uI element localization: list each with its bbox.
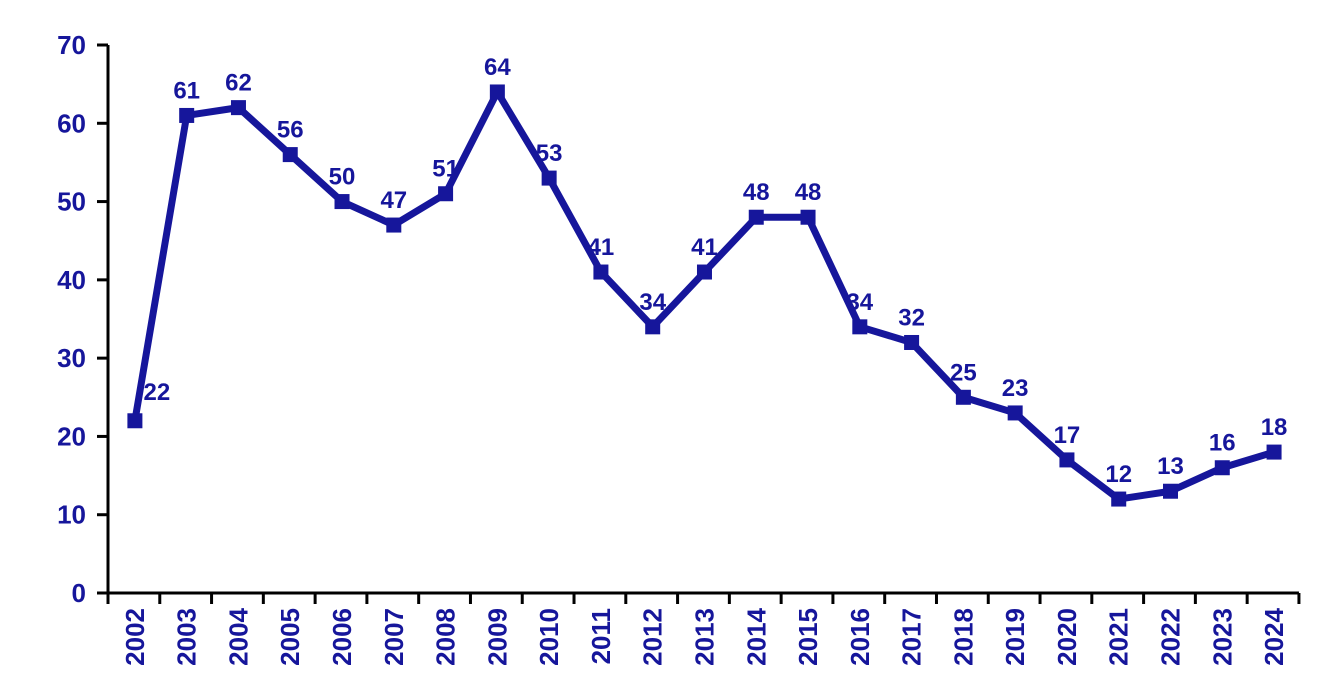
y-tick-label: 30 — [57, 343, 86, 373]
data-label-2021: 12 — [1105, 461, 1132, 488]
y-tick-label: 0 — [72, 578, 86, 608]
data-point-2016 — [852, 319, 868, 335]
data-label-2022: 13 — [1157, 453, 1184, 480]
data-point-2015 — [800, 209, 816, 225]
y-tick-label: 20 — [57, 421, 86, 451]
x-tick-label: 2007 — [379, 608, 409, 666]
y-tick-label: 40 — [57, 265, 86, 295]
x-tick-label: 2022 — [1156, 608, 1186, 666]
data-label-2015: 48 — [795, 179, 822, 206]
x-tick-label: 2016 — [845, 608, 875, 666]
data-label-2003: 61 — [173, 77, 200, 104]
data-label-2016: 34 — [846, 289, 873, 316]
data-label-2002: 22 — [144, 379, 171, 406]
x-tick-label: 2015 — [793, 608, 823, 666]
x-tick-label: 2023 — [1207, 608, 1237, 666]
x-tick-label: 2019 — [1000, 608, 1030, 666]
data-label-2011: 41 — [588, 234, 615, 261]
data-point-2011 — [593, 264, 609, 280]
data-point-2004 — [230, 100, 246, 116]
data-point-2002 — [127, 413, 143, 429]
x-tick-label: 2008 — [431, 608, 461, 666]
data-point-2023 — [1214, 460, 1230, 476]
x-tick-label: 2006 — [327, 608, 357, 666]
data-line — [131, 88, 1276, 503]
data-label-2024: 18 — [1261, 414, 1288, 441]
x-tick-label: 2018 — [948, 608, 978, 666]
data-point-2010 — [541, 170, 557, 186]
data-label-2019: 23 — [1002, 375, 1029, 402]
x-tick-label: 2011 — [586, 608, 616, 664]
data-point-2005 — [282, 147, 298, 163]
data-point-2012 — [645, 319, 661, 335]
x-tick-label: 2024 — [1259, 607, 1289, 665]
data-label-2023: 16 — [1209, 430, 1236, 457]
data-label-2006: 50 — [329, 164, 356, 191]
data-point-2019 — [1007, 405, 1023, 421]
x-tick-label: 2017 — [897, 608, 927, 666]
data-point-2022 — [1163, 483, 1178, 499]
data-label-2013: 41 — [691, 234, 718, 261]
data-point-2013 — [696, 264, 712, 280]
y-tick-label: 70 — [57, 30, 86, 60]
data-point-2014 — [748, 209, 764, 225]
x-tick-label: 2004 — [223, 607, 253, 665]
data-label-2014: 48 — [743, 179, 770, 206]
x-tick-label: 2012 — [638, 608, 668, 666]
data-label-2010: 53 — [536, 140, 563, 167]
data-label-2005: 56 — [277, 117, 304, 144]
y-tick-label: 60 — [57, 108, 86, 138]
data-label-2012: 34 — [639, 289, 666, 316]
x-tick-label: 2020 — [1052, 608, 1082, 666]
data-label-2018: 25 — [950, 359, 977, 386]
x-tick-label: 2003 — [172, 608, 202, 666]
x-tick-label: 2002 — [120, 608, 150, 666]
data-point-2006 — [334, 194, 350, 210]
data-label-2020: 17 — [1054, 422, 1081, 449]
y-tick-label: 10 — [57, 500, 86, 530]
data-point-2017 — [904, 334, 920, 350]
data-label-2004: 62 — [225, 70, 252, 97]
data-label-2008: 51 — [432, 156, 459, 183]
data-point-2024 — [1266, 444, 1282, 460]
data-point-2003 — [179, 107, 195, 123]
data-point-2020 — [1059, 452, 1075, 468]
x-tick-label: 2010 — [534, 608, 564, 666]
data-label-2009: 64 — [484, 54, 511, 81]
data-label-2007: 47 — [380, 187, 407, 214]
data-point-2008 — [438, 186, 454, 202]
data-label-2017: 32 — [898, 304, 925, 331]
data-point-2018 — [955, 389, 971, 405]
x-tick-label: 2014 — [741, 607, 771, 665]
x-tick-label: 2021 — [1104, 608, 1134, 666]
data-point-2007 — [386, 217, 402, 233]
x-tick-label: 2009 — [482, 608, 512, 666]
x-tick-label: 2013 — [689, 608, 719, 666]
x-tick-label: 2005 — [275, 608, 305, 666]
y-tick-label: 50 — [57, 187, 86, 217]
data-point-2009 — [489, 84, 505, 100]
data-point-2021 — [1111, 491, 1127, 507]
